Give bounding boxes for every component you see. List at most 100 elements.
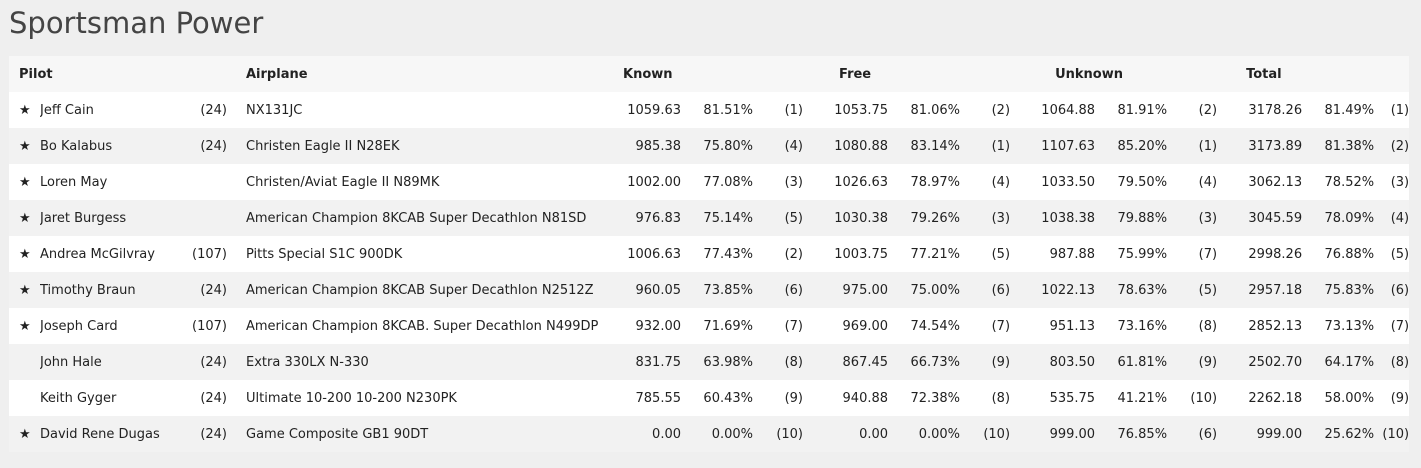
free-percent: 75.00%: [888, 272, 961, 308]
known-rank: (2): [753, 236, 803, 272]
spacer: [1217, 416, 1243, 452]
header-known[interactable]: Known: [621, 56, 829, 92]
airplane-name: American Champion 8KCAB. Super Decathlon…: [246, 308, 621, 344]
known-percent: 0.00%: [681, 416, 753, 452]
unknown-percent: 76.85%: [1095, 416, 1168, 452]
free-score: 867.45: [828, 344, 889, 380]
free-rank: (5): [960, 236, 1011, 272]
spacer: [1010, 128, 1036, 164]
airplane-name: Christen Eagle II N28EK: [246, 128, 621, 164]
pilot-chapter: (107): [175, 308, 227, 344]
spacer: [1010, 272, 1036, 308]
spacer: [1217, 344, 1243, 380]
known-percent: 81.51%: [681, 92, 753, 128]
spacer: [803, 128, 829, 164]
unknown-score: 999.00: [1035, 416, 1096, 452]
known-rank: (3): [753, 164, 803, 200]
pilot-name[interactable]: Bo Kalabus: [40, 128, 175, 164]
table-row: ★ Jeff Cain (24) NX131JC 1059.63 81.51% (1) 105…: [9, 92, 1410, 128]
spacer: [227, 164, 246, 200]
known-score: 831.75: [621, 344, 681, 380]
results-table: Pilot Airplane Known Free Unknown Total …: [9, 56, 1410, 452]
pilot-name[interactable]: Jeff Cain: [40, 92, 175, 128]
page-title: Sportsman Power: [9, 6, 264, 40]
free-rank: (1): [960, 128, 1011, 164]
spacer: [803, 272, 829, 308]
airplane-name: NX131JC: [246, 92, 621, 128]
pilot-chapter: [175, 164, 227, 200]
table-row: ★ Joseph Card (107) American Champion 8KCAB…: [9, 308, 1410, 344]
total-percent: 76.88%: [1302, 236, 1375, 272]
known-percent: 63.98%: [681, 344, 753, 380]
unknown-rank: (7): [1167, 236, 1218, 272]
total-rank: (7): [1374, 308, 1410, 344]
total-score: 3173.89: [1242, 128, 1303, 164]
free-rank: (2): [960, 92, 1011, 128]
unknown-score: 1064.88: [1035, 92, 1096, 128]
star-icon: [9, 344, 40, 380]
known-score: 960.05: [621, 272, 681, 308]
total-percent: 81.38%: [1302, 128, 1375, 164]
unknown-rank: (10): [1167, 380, 1218, 416]
free-percent: 78.97%: [888, 164, 961, 200]
known-percent: 60.43%: [681, 380, 753, 416]
spacer: [227, 272, 246, 308]
pilot-name[interactable]: Andrea McGilvray: [40, 236, 175, 272]
pilot-name[interactable]: Timothy Braun: [40, 272, 175, 308]
star-icon: [9, 380, 40, 416]
spacer: [1217, 128, 1243, 164]
free-score: 1003.75: [828, 236, 889, 272]
pilot-name[interactable]: Keith Gyger: [40, 380, 175, 416]
known-rank: (4): [753, 128, 803, 164]
unknown-rank: (6): [1167, 416, 1218, 452]
known-percent: 73.85%: [681, 272, 753, 308]
known-score: 1006.63: [621, 236, 681, 272]
unknown-score: 1038.38: [1035, 200, 1096, 236]
pilot-name[interactable]: David Rene Dugas: [40, 416, 175, 452]
unknown-rank: (9): [1167, 344, 1218, 380]
star-icon: ★: [9, 272, 40, 308]
unknown-score: 535.75: [1035, 380, 1096, 416]
total-score: 2262.18: [1242, 380, 1303, 416]
header-total[interactable]: Total: [1242, 56, 1410, 92]
free-score: 1080.88: [828, 128, 889, 164]
spacer: [227, 308, 246, 344]
free-rank: (6): [960, 272, 1011, 308]
spacer: [1217, 236, 1243, 272]
table-row: ★ Loren May Christen/Aviat Eagle II N89MK 1…: [9, 164, 1410, 200]
known-rank: (5): [753, 200, 803, 236]
airplane-name: Pitts Special S1C 900DK: [246, 236, 621, 272]
spacer: [1010, 164, 1036, 200]
header-pilot[interactable]: Pilot: [9, 56, 227, 92]
unknown-percent: 79.88%: [1095, 200, 1168, 236]
pilot-name[interactable]: Joseph Card: [40, 308, 175, 344]
unknown-percent: 73.16%: [1095, 308, 1168, 344]
spacer: [227, 128, 246, 164]
total-rank: (10): [1374, 416, 1410, 452]
unknown-percent: 61.81%: [1095, 344, 1168, 380]
header-free[interactable]: Free: [828, 56, 1036, 92]
spacer: [803, 380, 829, 416]
pilot-name[interactable]: Loren May: [40, 164, 175, 200]
star-icon: ★: [9, 236, 40, 272]
known-score: 785.55: [621, 380, 681, 416]
pilot-name[interactable]: John Hale: [40, 344, 175, 380]
free-percent: 81.06%: [888, 92, 961, 128]
pilot-chapter: (24): [175, 416, 227, 452]
known-score: 1002.00: [621, 164, 681, 200]
header-airplane[interactable]: Airplane: [246, 56, 621, 92]
header-unknown[interactable]: Unknown: [1035, 56, 1243, 92]
known-score: 0.00: [621, 416, 681, 452]
unknown-score: 1033.50: [1035, 164, 1096, 200]
pilot-name[interactable]: Jaret Burgess: [40, 200, 175, 236]
free-score: 1053.75: [828, 92, 889, 128]
pilot-chapter: (107): [175, 236, 227, 272]
star-icon: ★: [9, 416, 40, 452]
known-percent: 71.69%: [681, 308, 753, 344]
free-rank: (3): [960, 200, 1011, 236]
free-percent: 77.21%: [888, 236, 961, 272]
spacer: [803, 416, 829, 452]
airplane-name: Ultimate 10-200 10-200 N230PK: [246, 380, 621, 416]
unknown-rank: (5): [1167, 272, 1218, 308]
unknown-rank: (8): [1167, 308, 1218, 344]
